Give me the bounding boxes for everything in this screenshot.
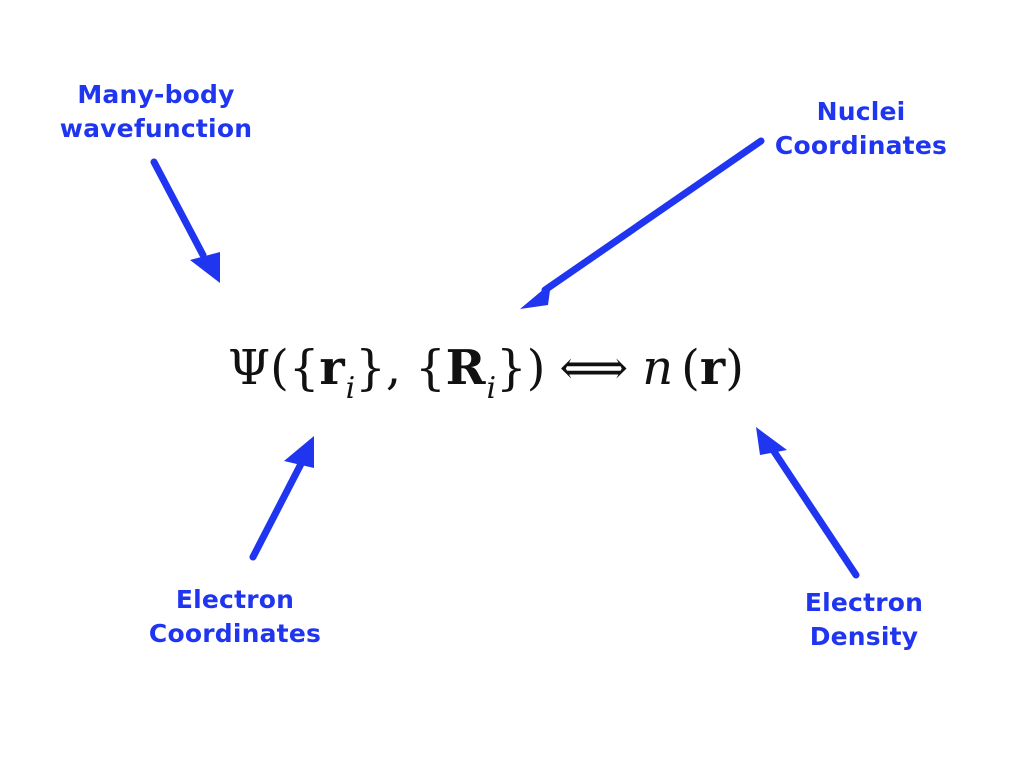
label-electron-density-line2: Density [809,622,919,651]
label-electron-density-line1: Electron [804,588,924,617]
label-nuclei-line1: Nuclei [816,97,906,126]
close-brace-2: } [496,340,527,396]
density-position-r: r [699,340,726,396]
close-paren: ) [526,340,546,396]
dft-equation: Ψ({ri}, {Ri}) ⟺ n (r) [228,328,803,408]
nuclei-position-R: R [445,340,486,396]
label-nuclei-coordinates: Nuclei Coordinates [774,95,948,163]
subscript-i-2: i [486,371,497,406]
arrow-electron-density [756,427,860,579]
close-brace-1: } [355,340,386,396]
label-electron-coords-line1: Electron [175,585,295,614]
arrow-electron-coordinates [249,436,314,561]
subscript-i-1: i [345,371,356,406]
label-many-body-line2: wavefunction [59,114,253,143]
open-paren-2: ( [681,340,700,396]
label-electron-coordinates: Electron Coordinates [148,583,322,651]
open-brace-2: { [415,340,446,396]
comma: , [385,340,402,396]
open-brace-1: { [288,340,320,396]
label-many-body-line1: Many-body [77,80,235,109]
open-paren: ( [270,340,289,396]
arrow-many-body [150,158,220,283]
electron-position-r: r [319,340,345,396]
label-electron-coords-line2: Coordinates [148,619,322,648]
psi-symbol: Ψ [228,340,271,396]
iff-arrow-icon: ⟺ [559,340,629,396]
arrow-nuclei [520,137,765,309]
label-many-body-wavefunction: Many-body wavefunction [56,78,256,146]
close-paren-2: ) [725,340,744,396]
label-electron-density: Electron Density [790,586,938,654]
density-n: n [642,340,674,396]
label-nuclei-line2: Coordinates [774,131,948,160]
